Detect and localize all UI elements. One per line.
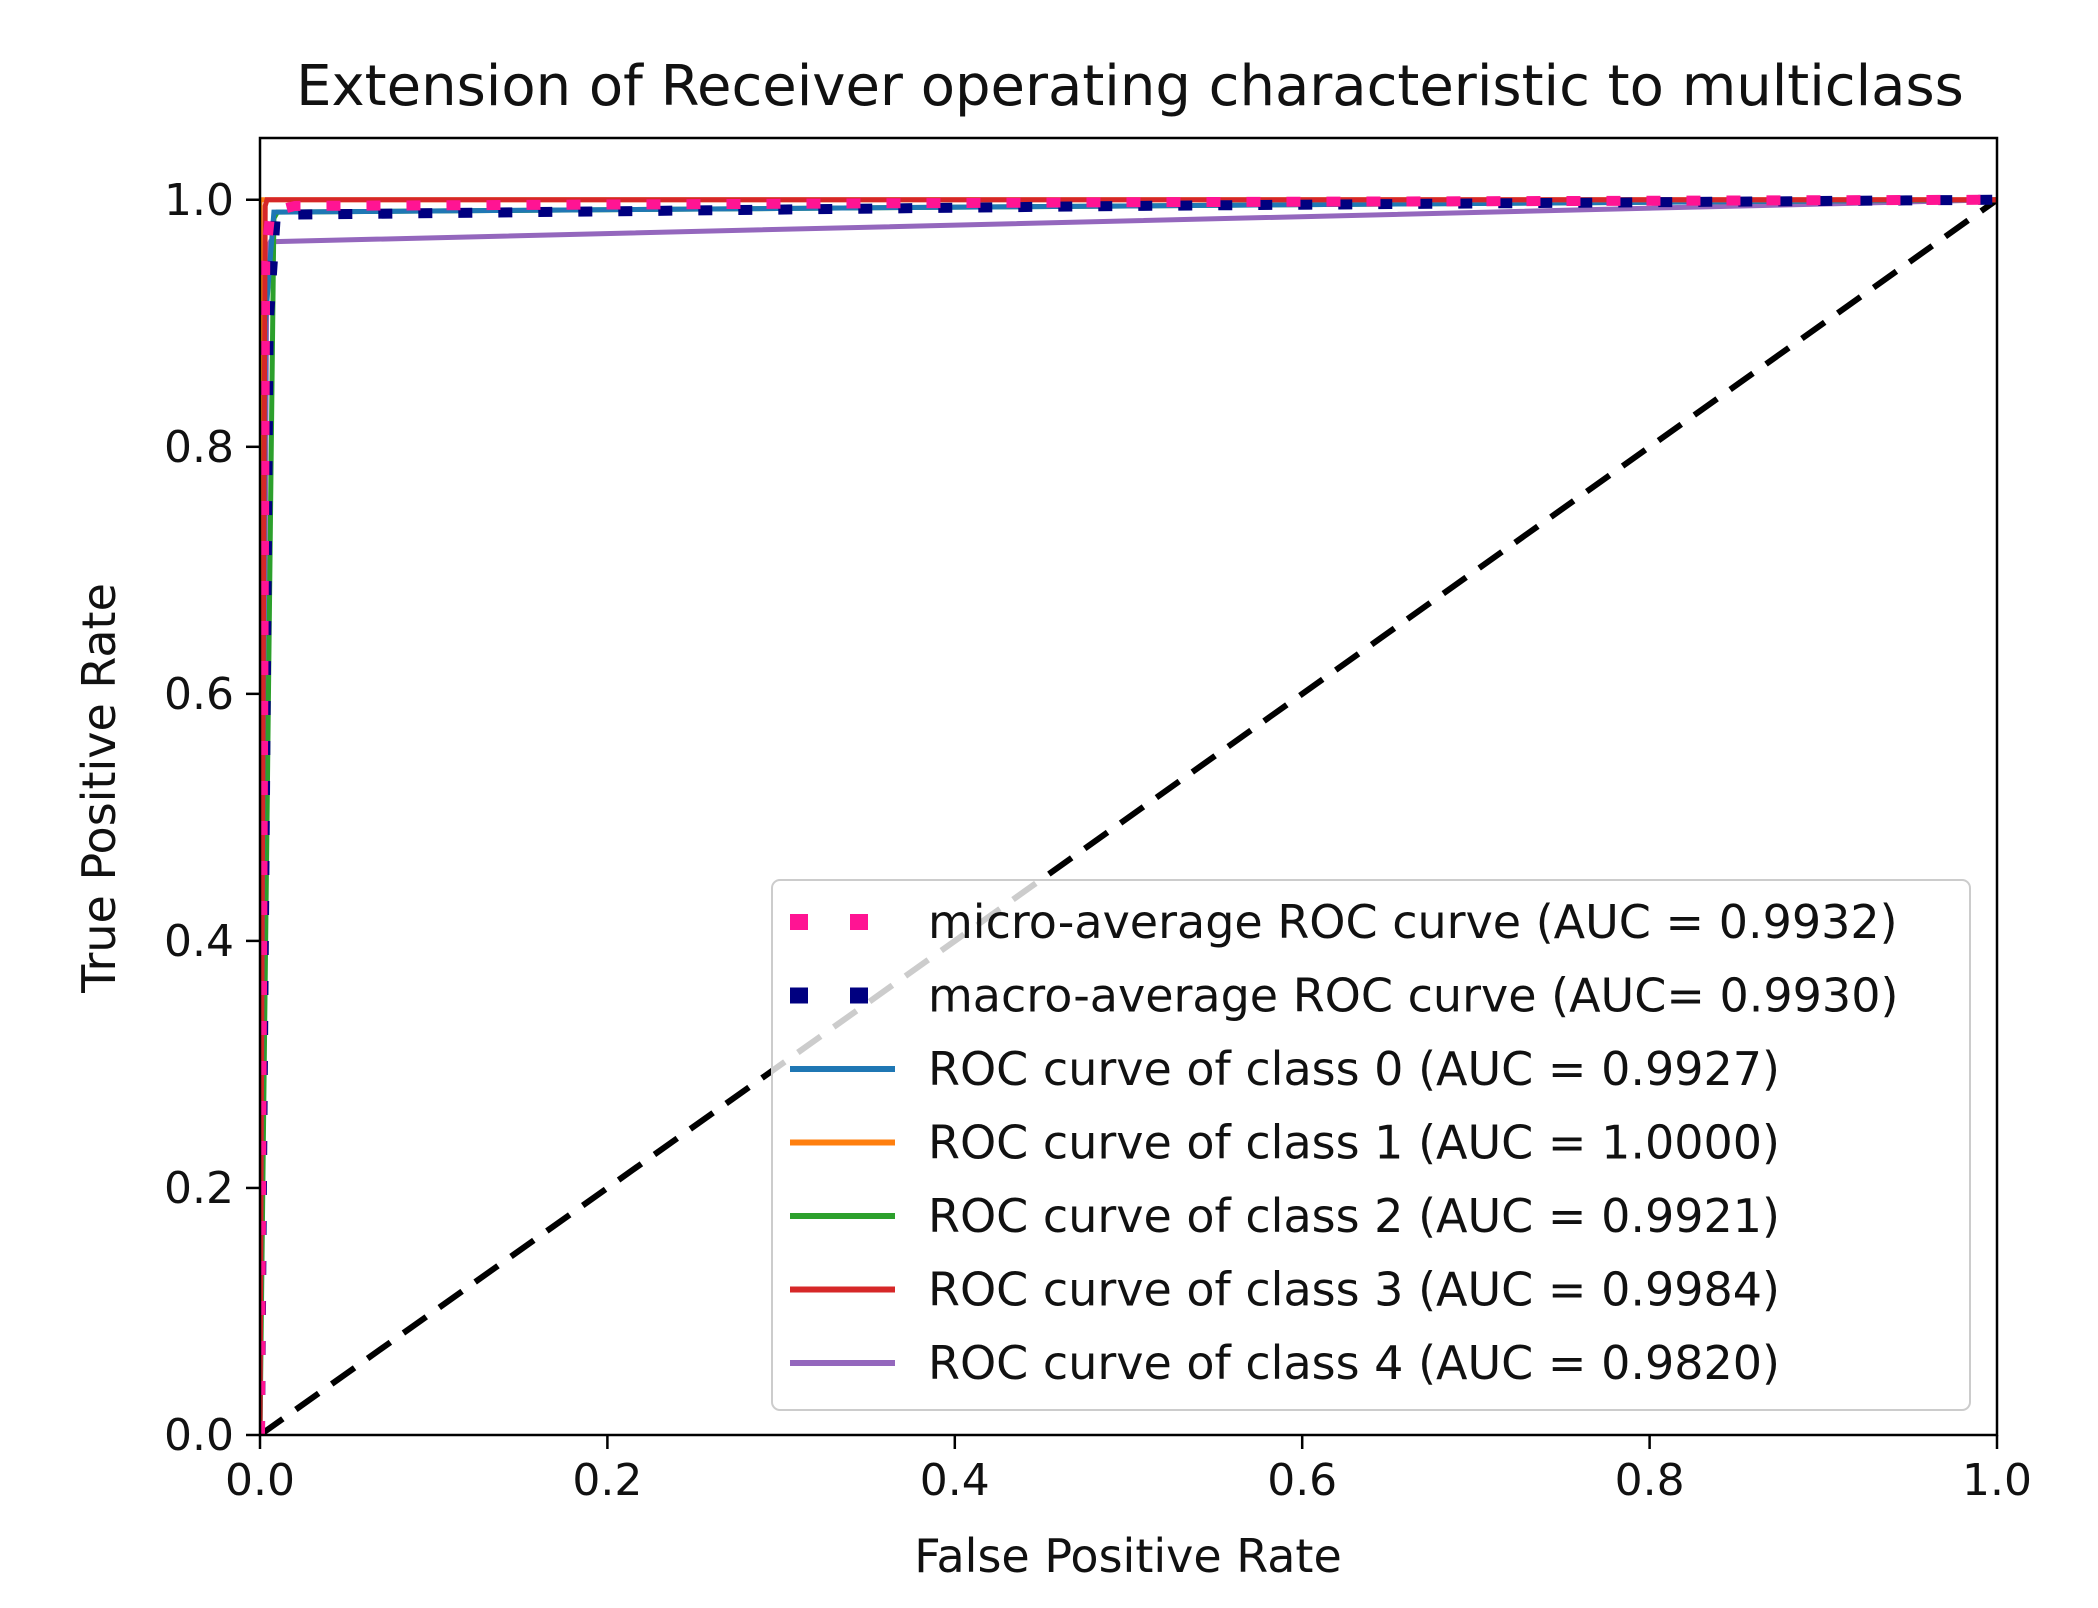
x-tick-label: 0.6 [1267, 1455, 1337, 1506]
y-tick-label: 0.6 [164, 669, 234, 720]
series-4-legend-label: ROC curve of class 2 (AUC = 0.9921) [928, 1189, 1780, 1243]
series-5-legend-label: ROC curve of class 3 (AUC = 0.9984) [928, 1263, 1780, 1317]
series-3-legend-label: ROC curve of class 1 (AUC = 1.0000) [928, 1116, 1780, 1170]
chart-title: Extension of Receiver operating characte… [296, 54, 1964, 119]
y-tick-label: 0.0 [164, 1410, 234, 1461]
x-axis-ticks: 0.0 0.2 0.4 0.6 0.8 1.0 [225, 1435, 2032, 1506]
chance-reference-line [260, 197, 1997, 1435]
x-axis-label: False Positive Rate [914, 1529, 1342, 1583]
plot-area-frame [258, 136, 1999, 1437]
series-6-legend-label: ROC curve of class 4 (AUC = 0.9820) [928, 1336, 1780, 1390]
y-tick-label: 0.8 [164, 422, 234, 473]
x-tick-label: 0.4 [920, 1455, 990, 1506]
y-tick-label: 0.2 [164, 1163, 234, 1214]
y-tick-label: 0.4 [164, 916, 234, 967]
y-axis-ticks: 0.0 0.2 0.4 0.6 0.8 1.0 [164, 175, 260, 1461]
series-2-legend-label: ROC curve of class 0 (AUC = 0.9927) [928, 1042, 1780, 1096]
y-tick-label: 1.0 [164, 175, 234, 226]
legend: micro-average ROC curve (AUC = 0.9932) ma… [771, 879, 1971, 1411]
curves-layer [260, 194, 1997, 1435]
series-1-legend-label: macro-average ROC curve (AUC= 0.9930) [928, 969, 1898, 1023]
x-tick-label: 0.2 [572, 1455, 642, 1506]
legend-box [771, 879, 1971, 1411]
x-tick-label: 1.0 [1962, 1455, 2032, 1506]
series-0-legend-label: micro-average ROC curve (AUC = 0.9932) [928, 895, 1898, 949]
x-tick-label: 0.8 [1615, 1455, 1685, 1506]
x-tick-label: 0.0 [225, 1455, 295, 1506]
y-axis-label: True Positive Rate [72, 583, 126, 994]
